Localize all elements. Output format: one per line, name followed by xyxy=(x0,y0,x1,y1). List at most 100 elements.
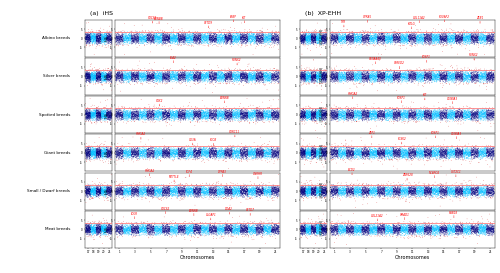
Point xyxy=(349,74,357,79)
Point xyxy=(190,153,198,158)
Point xyxy=(448,36,456,40)
Point xyxy=(88,155,96,159)
Point xyxy=(218,113,226,118)
Point xyxy=(85,225,93,230)
Point xyxy=(484,34,492,38)
Point xyxy=(466,227,473,232)
Point xyxy=(366,152,374,156)
Point xyxy=(392,35,400,40)
Point xyxy=(351,109,359,114)
Point xyxy=(371,73,379,77)
Point xyxy=(118,117,126,121)
Point xyxy=(426,191,434,195)
Point xyxy=(172,189,180,194)
Point xyxy=(178,111,186,115)
Point xyxy=(144,190,152,194)
Point xyxy=(190,225,198,229)
Point xyxy=(257,78,265,82)
Point xyxy=(100,108,108,112)
Point xyxy=(82,227,90,232)
Point xyxy=(311,111,319,115)
Point xyxy=(224,82,232,86)
Point xyxy=(165,77,173,81)
Point xyxy=(180,148,188,152)
Point xyxy=(461,229,469,233)
Point xyxy=(160,224,168,229)
Point xyxy=(335,230,343,235)
Point xyxy=(94,78,102,82)
Point xyxy=(272,112,280,116)
Point xyxy=(156,187,164,191)
Point xyxy=(372,71,380,75)
Point xyxy=(346,193,354,197)
Point xyxy=(158,33,166,37)
Point xyxy=(426,37,434,41)
Point xyxy=(176,148,184,152)
Point xyxy=(195,76,203,80)
Point xyxy=(416,194,424,199)
Point xyxy=(225,188,233,192)
Point xyxy=(393,111,401,115)
Point xyxy=(186,80,194,85)
Point xyxy=(301,76,309,80)
Point xyxy=(146,114,154,118)
Point xyxy=(478,189,486,194)
Point xyxy=(484,187,492,191)
Point xyxy=(468,39,476,43)
Point xyxy=(190,189,198,193)
Point xyxy=(482,146,490,150)
Point xyxy=(340,34,348,39)
Point xyxy=(460,111,468,115)
Point xyxy=(98,227,106,231)
Point xyxy=(429,67,437,71)
Point xyxy=(310,111,318,115)
Point xyxy=(196,153,203,157)
Point xyxy=(134,149,142,153)
Point xyxy=(320,72,328,76)
Point xyxy=(488,226,496,230)
Point xyxy=(309,226,317,231)
Point xyxy=(402,117,409,121)
Point xyxy=(244,230,252,234)
Point xyxy=(164,72,172,77)
Point xyxy=(476,34,484,39)
Point xyxy=(140,113,148,117)
Point xyxy=(392,150,400,154)
Point xyxy=(413,114,421,118)
Point xyxy=(176,113,184,118)
Point xyxy=(486,190,494,194)
Point xyxy=(318,186,326,191)
Point xyxy=(449,35,457,40)
Point xyxy=(318,228,326,233)
Point xyxy=(334,188,342,192)
Point xyxy=(134,112,141,117)
Point xyxy=(343,73,351,78)
Point xyxy=(433,184,441,189)
Point xyxy=(156,70,164,75)
Point xyxy=(148,146,156,150)
Point xyxy=(222,225,230,229)
Point xyxy=(158,116,166,121)
Point xyxy=(164,76,172,81)
Point xyxy=(230,226,238,231)
Point xyxy=(233,111,241,115)
Point xyxy=(164,38,172,43)
Point xyxy=(253,35,261,39)
Point xyxy=(416,108,424,112)
Point xyxy=(308,153,316,157)
Point xyxy=(250,37,258,42)
Point xyxy=(328,42,336,46)
Point xyxy=(92,81,100,86)
Point xyxy=(339,156,347,161)
Point xyxy=(384,229,392,233)
Point xyxy=(218,74,226,79)
Point xyxy=(488,153,496,157)
Point xyxy=(362,222,370,227)
Point xyxy=(350,150,358,154)
Point xyxy=(246,221,254,225)
Point xyxy=(412,70,420,75)
Point xyxy=(468,35,475,39)
Point xyxy=(363,155,371,159)
Point xyxy=(376,76,384,81)
Point xyxy=(156,114,164,118)
